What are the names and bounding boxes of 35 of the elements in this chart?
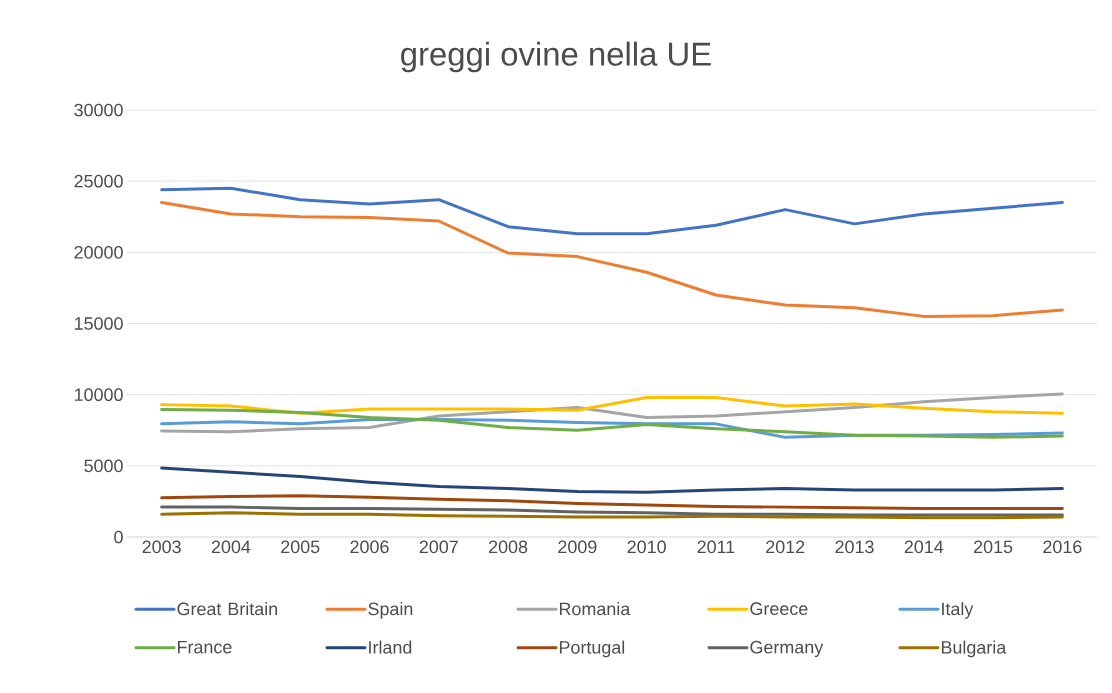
legend-label: France xyxy=(178,640,232,654)
y-tick-label: 5000 xyxy=(84,459,123,473)
legend-label: Great Britain xyxy=(177,602,278,616)
x-tick-label: 2004 xyxy=(211,540,251,554)
x-tick-label: 2005 xyxy=(281,540,320,554)
legend-label: Portugal xyxy=(559,640,625,658)
legend-label: Germany xyxy=(750,640,824,658)
x-tick-label: 2010 xyxy=(627,540,666,554)
y-tick-label: 30000 xyxy=(74,103,123,117)
y-tick-label: 10000 xyxy=(74,388,123,402)
legend-label: Spain xyxy=(368,602,413,619)
y-tick-label: 20000 xyxy=(74,245,123,259)
line-series xyxy=(160,408,1064,439)
x-tick-label: 2012 xyxy=(766,540,805,554)
x-tick-label: 2008 xyxy=(489,540,528,554)
legend-label: Greece xyxy=(750,602,808,616)
x-tick-label: 2015 xyxy=(974,540,1013,554)
x-tick-label: 2007 xyxy=(419,540,458,554)
legend-label: Bulgaria xyxy=(941,640,1007,658)
x-tick-label: 2016 xyxy=(1043,540,1082,554)
x-tick-label: 2014 xyxy=(904,540,944,554)
x-tick-label: 2013 xyxy=(835,540,874,554)
legend-label: Romania xyxy=(559,602,631,616)
y-tick-label: 15000 xyxy=(74,317,123,330)
x-tick-label: 2006 xyxy=(350,540,389,554)
y-tick-label: 25000 xyxy=(74,174,123,188)
line-series xyxy=(160,186,1064,236)
x-tick-label: 2011 xyxy=(697,540,735,554)
line-series xyxy=(160,201,1064,318)
x-tick-label: 2003 xyxy=(142,540,181,554)
legend-label: Irland xyxy=(369,640,412,654)
x-tick-label: 2009 xyxy=(558,540,597,554)
y-tick-label: 0 xyxy=(114,530,123,544)
legend-label: Italy xyxy=(942,602,974,619)
chart-title: greggi ovine nella UE xyxy=(401,41,711,73)
